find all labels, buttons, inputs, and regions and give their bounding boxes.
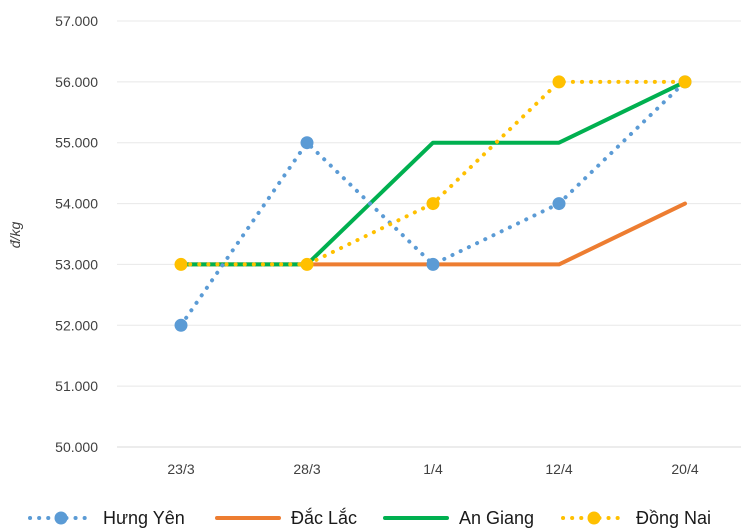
- y-tick-label: 54.000: [55, 196, 98, 212]
- y-tick-label: 55.000: [55, 135, 98, 151]
- x-tick-label: 12/4: [545, 461, 572, 477]
- series-lines: [174, 75, 692, 332]
- legend-label: An Giang: [459, 508, 534, 528]
- legend-label: Đồng Nai: [636, 508, 711, 528]
- x-tick-label: 1/4: [423, 461, 443, 477]
- data-point: [552, 75, 566, 89]
- x-tick-label: 28/3: [293, 461, 320, 477]
- series-line: [179, 79, 687, 267]
- series-line: [179, 79, 687, 267]
- data-point: [552, 197, 566, 211]
- x-axis-ticks: 23/3 28/3 1/4 12/4 20/4: [167, 461, 698, 477]
- data-point: [300, 136, 314, 150]
- y-axis-label: đ/kg: [7, 222, 23, 249]
- y-tick-label: 50.000: [55, 439, 98, 455]
- legend-marker: [54, 511, 68, 525]
- data-point: [426, 197, 440, 211]
- y-tick-label: 53.000: [55, 256, 98, 272]
- y-axis-ticks: 50.000 51.000 52.000 53.000 54.000 55.000 56.0…: [55, 13, 98, 455]
- y-tick-label: 51.000: [55, 378, 98, 394]
- data-point: [174, 257, 188, 271]
- y-tick-label: 57.000: [55, 13, 98, 29]
- data-point: [174, 318, 188, 332]
- legend-marker: [587, 511, 601, 525]
- data-point: [678, 75, 692, 89]
- y-tick-label: 56.000: [55, 74, 98, 90]
- legend-label: Hưng Yên: [103, 508, 185, 528]
- data-point: [426, 257, 440, 271]
- x-tick-label: 20/4: [671, 461, 698, 477]
- gridlines: [117, 20, 741, 448]
- data-point: [300, 257, 314, 271]
- x-tick-label: 23/3: [167, 461, 194, 477]
- legend: Hưng Yên Đắc Lắc An Giang Đồng Nai: [28, 507, 711, 528]
- y-tick-label: 52.000: [55, 317, 98, 333]
- legend-label: Đắc Lắc: [291, 507, 357, 528]
